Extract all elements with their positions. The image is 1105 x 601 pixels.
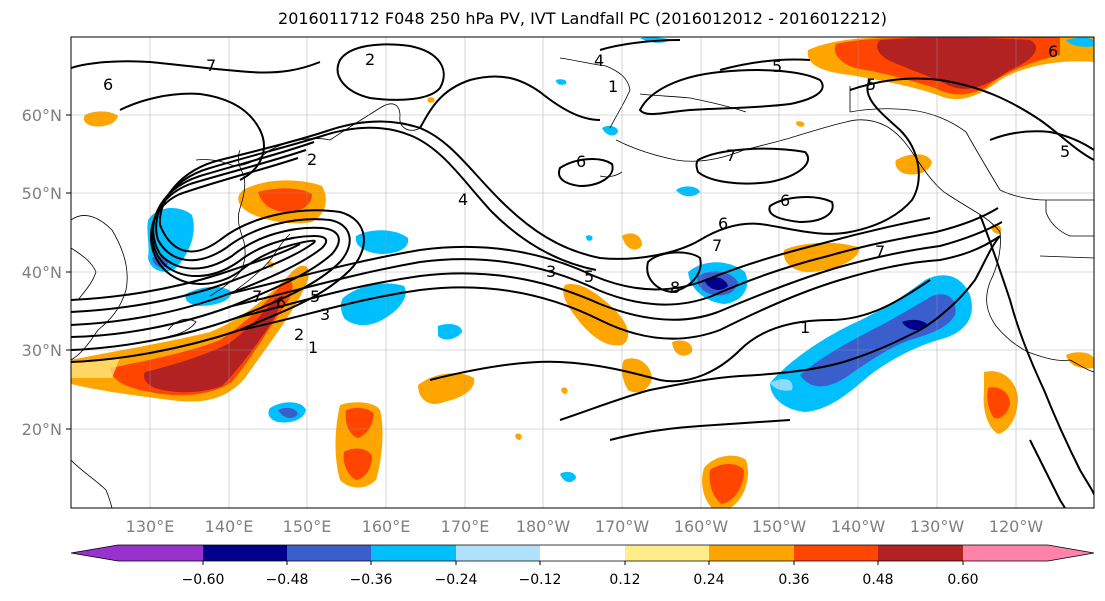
contour-label: 5 (310, 287, 320, 306)
contour-label: 7 (875, 242, 885, 261)
contour-label: 2 (294, 325, 304, 344)
contour-label: 6 (276, 293, 286, 312)
contour-label: 1 (800, 318, 810, 337)
pv-contours (71, 39, 1094, 508)
contour-label: 3 (320, 305, 330, 324)
contour-label: 7 (252, 287, 262, 306)
contour-label: 2 (365, 50, 375, 69)
lat-label: 20°N (22, 420, 62, 439)
contour-label: 4 (458, 190, 468, 209)
colorbar-segment (709, 545, 794, 561)
lat-label: 40°N (22, 263, 62, 282)
lat-label: 60°N (22, 106, 62, 125)
colorbar-segment (456, 545, 540, 561)
contour-label: 5 (1060, 142, 1070, 161)
longitude-axis: 130°E 140°E 150°E 160°E 170°E 180°W 170°… (126, 517, 1044, 536)
colorbar-segment (540, 545, 625, 561)
contour-label: 3 (546, 262, 556, 281)
latitude-axis: 60°N 50°N 40°N 30°N 20°N (22, 106, 71, 439)
contour-label: 6 (576, 152, 586, 171)
colorbar: −0.60 −0.48 −0.36 −0.24 −0.12 0.12 0.24 … (70, 544, 1095, 588)
colorbar-segment (203, 545, 287, 561)
colorbar-segment (118, 545, 203, 561)
colorbar-segment (794, 545, 878, 561)
contour-label: 7 (206, 56, 216, 75)
contour-label: 7 (712, 236, 722, 255)
contour-label: 7 (726, 146, 736, 165)
map-title: 2016011712 F048 250 hPa PV, IVT Landfall… (278, 9, 887, 28)
contour-label: 5 (866, 75, 876, 94)
colorbar-tick-label: 0.12 (609, 572, 640, 588)
lon-label: 140°E (205, 517, 254, 536)
contour-label: 6 (780, 191, 790, 210)
lon-label: 150°E (283, 517, 332, 536)
lon-label: 180°W (516, 517, 571, 536)
lon-label: 150°W (752, 517, 807, 536)
contour-label: 6 (103, 75, 113, 94)
lon-label: 120°W (989, 517, 1044, 536)
contour-label: 1 (608, 77, 618, 96)
colorbar-segment (371, 545, 456, 561)
lon-label: 160°W (674, 517, 729, 536)
contour-labels: 7 6 2 4 1 5 5 6 2 6 7 5 4 6 6 3 5 7 8 7 … (103, 42, 1070, 357)
colorbar-tick-label: −0.36 (350, 572, 393, 588)
colorbar-tick-label: 0.24 (693, 572, 724, 588)
positive-anomaly-shading (71, 37, 1094, 508)
colorbar-segment (287, 545, 371, 561)
lon-label: 170°E (441, 517, 490, 536)
contour-label: 8 (670, 278, 680, 297)
contour-label: 1 (308, 338, 318, 357)
lon-label: 130°E (126, 517, 175, 536)
contour-label: 6 (1048, 42, 1058, 61)
colorbar-tick-label: −0.12 (519, 572, 562, 588)
contour-label: 5 (584, 267, 594, 286)
gridlines (71, 37, 1094, 508)
contour-label: 6 (718, 214, 728, 233)
colorbar-outline (70, 544, 1095, 562)
colorbar-tick-label: −0.60 (182, 572, 225, 588)
colorbar-tick-label: 0.36 (778, 572, 809, 588)
contour-label: 2 (307, 150, 317, 169)
lat-label: 30°N (22, 341, 62, 360)
contour-label: 5 (772, 57, 782, 76)
map-panel (71, 37, 1094, 508)
colorbar-tick-label: 0.48 (862, 572, 893, 588)
colorbar-tick-label: −0.48 (266, 572, 309, 588)
colorbar-tick-label: 0.60 (947, 572, 978, 588)
contour-label: 4 (594, 51, 604, 70)
colorbar-segment (878, 545, 963, 561)
colorbar-segment (963, 545, 1048, 561)
lon-label: 160°E (362, 517, 411, 536)
lon-label: 140°W (831, 517, 886, 536)
lat-label: 50°N (22, 184, 62, 203)
colorbar-segment (625, 545, 709, 561)
colorbar-min-arrow (71, 545, 118, 561)
lon-label: 170°W (595, 517, 650, 536)
lon-label: 130°W (910, 517, 965, 536)
colorbar-tick-label: −0.24 (435, 572, 478, 588)
colorbar-max-arrow (1048, 545, 1094, 561)
